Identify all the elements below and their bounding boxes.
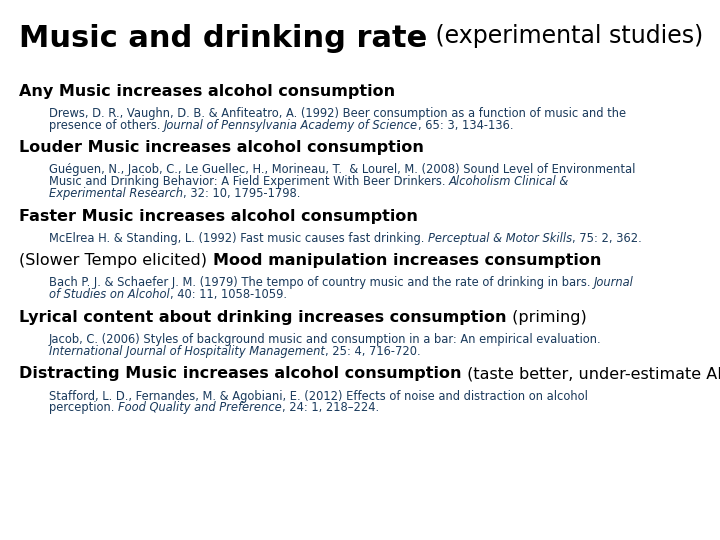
Text: , 75: 2, 362.: , 75: 2, 362.: [572, 232, 642, 245]
Text: , 24: 1, 218–224.: , 24: 1, 218–224.: [282, 401, 379, 414]
Text: Journal: Journal: [594, 276, 634, 289]
Text: (Slower Tempo elicited): (Slower Tempo elicited): [19, 253, 212, 268]
Text: (priming): (priming): [507, 310, 587, 325]
Text: , 40: 11, 1058-1059.: , 40: 11, 1058-1059.: [170, 288, 287, 301]
Text: Stafford, L. D., Fernandes, M. & Agobiani, E. (2012) Effects of noise and distra: Stafford, L. D., Fernandes, M. & Agobian…: [49, 389, 588, 402]
Text: Guéguen, N., Jacob, C., Le Guellec, H., Morineau, T.  & Lourel, M. (2008) Sound : Guéguen, N., Jacob, C., Le Guellec, H., …: [49, 164, 635, 177]
Text: Music and Drinking Behavior: A Field Experiment With Beer Drinkers.: Music and Drinking Behavior: A Field Exp…: [49, 175, 449, 188]
Text: perception.: perception.: [49, 401, 118, 414]
Text: , 25: 4, 716-720.: , 25: 4, 716-720.: [325, 345, 420, 358]
Text: of Studies on Alcohol: of Studies on Alcohol: [49, 288, 170, 301]
Text: Lyrical content about drinking increases consumption: Lyrical content about drinking increases…: [19, 310, 507, 325]
Text: Faster Music increases alcohol consumption: Faster Music increases alcohol consumpti…: [19, 208, 418, 224]
Text: Mood manipulation increases consumption: Mood manipulation increases consumption: [212, 253, 601, 268]
Text: Perceptual & Motor Skills: Perceptual & Motor Skills: [428, 232, 572, 245]
Text: , 32: 10, 1795-1798.: , 32: 10, 1795-1798.: [183, 187, 300, 200]
Text: Experimental Research: Experimental Research: [49, 187, 183, 200]
Text: Food Quality and Preference: Food Quality and Preference: [118, 401, 282, 414]
Text: Drews, D. R., Vaughn, D. B. & Anfiteatro, A. (1992) Beer consumption as a functi: Drews, D. R., Vaughn, D. B. & Anfiteatro…: [49, 107, 626, 120]
Text: Journal of Pennsylvania Academy of Science: Journal of Pennsylvania Academy of Scien…: [164, 119, 418, 132]
Text: Jacob, C. (2006) Styles of background music and consumption in a bar: An empiric: Jacob, C. (2006) Styles of background mu…: [49, 333, 602, 346]
Text: Any Music increases alcohol consumption: Any Music increases alcohol consumption: [19, 84, 395, 99]
Text: , 65: 3, 134-136.: , 65: 3, 134-136.: [418, 119, 513, 132]
Text: McElrea H. & Standing, L. (1992) Fast music causes fast drinking.: McElrea H. & Standing, L. (1992) Fast mu…: [49, 232, 428, 245]
Text: (experimental studies): (experimental studies): [428, 24, 703, 48]
Text: International Journal of Hospitality Management: International Journal of Hospitality Man…: [49, 345, 325, 358]
Text: (taste better, under-estimate ABV): (taste better, under-estimate ABV): [462, 366, 720, 381]
Text: presence of others.: presence of others.: [49, 119, 164, 132]
Text: Distracting Music increases alcohol consumption: Distracting Music increases alcohol cons…: [19, 366, 462, 381]
Text: Music and drinking rate: Music and drinking rate: [19, 24, 428, 53]
Text: Louder Music increases alcohol consumption: Louder Music increases alcohol consumpti…: [19, 140, 424, 155]
Text: Alcoholism Clinical &: Alcoholism Clinical &: [449, 175, 570, 188]
Text: Bach P. J. & Schaefer J. M. (1979) The tempo of country music and the rate of dr: Bach P. J. & Schaefer J. M. (1979) The t…: [49, 276, 594, 289]
